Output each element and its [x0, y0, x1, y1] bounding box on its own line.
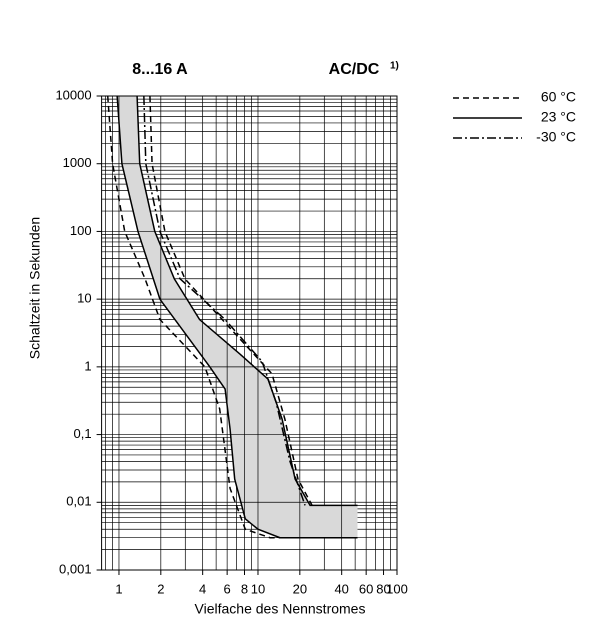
y-tick-label: 10000: [55, 87, 91, 102]
y-axis-label: Schaltzeit in Sekunden: [27, 217, 43, 359]
x-tick-label: 4: [199, 581, 206, 596]
y-tick-label: 0,01: [66, 494, 91, 509]
x-tick-label: 80: [376, 581, 390, 596]
y-tick-label: 0,001: [59, 561, 92, 576]
x-tick-label: 100: [386, 581, 408, 596]
x-tick-label: 2: [157, 581, 164, 596]
y-tick-label: 0,1: [74, 426, 92, 441]
chart-title: 8...16 A: [132, 61, 188, 78]
y-tick-label: 100: [70, 223, 92, 238]
y-tick-label: 1000: [63, 155, 92, 170]
x-tick-label: 8: [241, 581, 248, 596]
legend-label: -30 °C: [536, 129, 576, 145]
legend-label: 60 °C: [541, 89, 576, 105]
x-tick-label: 10: [251, 581, 265, 596]
legend-label: 23 °C: [541, 109, 576, 125]
chart-subtitle: AC/DC: [329, 61, 380, 78]
x-tick-label: 6: [224, 581, 231, 596]
x-tick-label: 20: [293, 581, 307, 596]
x-tick-label: 1: [115, 581, 122, 596]
x-tick-label: 60: [359, 581, 373, 596]
y-tick-label: 1: [84, 358, 91, 373]
curve: [136, 95, 358, 507]
curve: [116, 95, 358, 539]
band: [117, 96, 358, 538]
curve: [149, 95, 313, 506]
x-tick-label: 40: [334, 581, 348, 596]
plot-frame: [101, 95, 398, 571]
y-tick-label: 10: [77, 291, 91, 306]
curve: [143, 95, 306, 506]
footnote-mark: 1): [390, 61, 399, 72]
curve: [106, 95, 291, 539]
x-axis-label: Vielfache des Nennstromes: [195, 601, 366, 617]
